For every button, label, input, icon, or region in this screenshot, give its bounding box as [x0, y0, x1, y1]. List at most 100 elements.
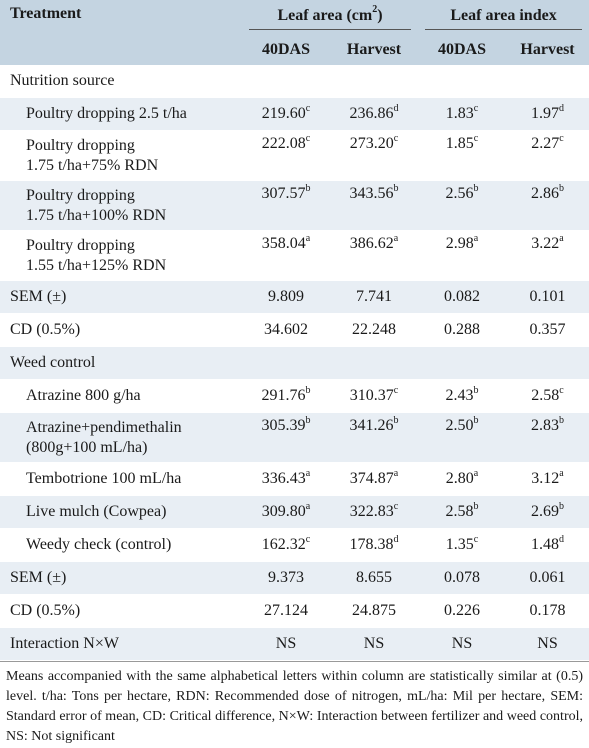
value-cell: 2.69b	[506, 495, 589, 529]
value-cell: 2.58c	[506, 379, 589, 413]
table-row: Poultry dropping 2.5 t/ha 219.60c 236.86d 1…	[0, 97, 589, 131]
lai-header: Leaf area index	[418, 0, 589, 35]
value-number: 2.80	[445, 470, 474, 487]
treatment-label: SEM (±)	[0, 280, 242, 314]
value-cell: 2.80a	[418, 462, 507, 496]
significance-letter: c	[393, 132, 399, 144]
significance-letter: b	[305, 182, 311, 194]
value-cell: 0.288	[418, 313, 507, 347]
value-cell: 219.60c	[242, 97, 330, 131]
table-row: Atrazine+pendimethalin (800g+100 mL/ha) 30…	[0, 412, 589, 463]
stat-row: SEM (±) 9.373 8.655 0.078 0.061	[0, 561, 589, 595]
value-cell: 0.226	[418, 594, 507, 628]
significance-letter: a	[473, 232, 479, 244]
significance-letter: d	[393, 533, 399, 545]
treatment-header: Treatment	[0, 0, 242, 35]
value-cell: 336.43a	[242, 462, 330, 496]
value-cell: 341.26b	[330, 412, 419, 463]
value-cell: 374.87a	[330, 462, 419, 496]
significance-letter: b	[305, 414, 311, 426]
significance-letter: b	[305, 384, 311, 396]
treatment-label: CD (0.5%)	[0, 313, 242, 347]
treatment-label-line: (800g+100 mL/ha)	[26, 438, 148, 456]
significance-letter: d	[393, 102, 399, 114]
value-cell: 2.56b	[418, 180, 507, 231]
value-cell: 2.27c	[506, 130, 589, 181]
subheader-lai-40das: 40DAS	[418, 35, 507, 65]
treatment-label-line: 1.75 t/ha+100% RDN	[26, 206, 167, 224]
leaf-area-header-close: )	[377, 6, 383, 24]
value-cell: 2.83b	[506, 412, 589, 463]
value-cell: 1.48d	[506, 528, 589, 562]
table-row: Poultry dropping 1.55 t/ha+125% RDN 358.04…	[0, 230, 589, 281]
table-row: Poultry dropping 1.75 t/ha+75% RDN 222.08c…	[0, 130, 589, 181]
value-cell: 22.248	[330, 313, 419, 347]
value-cell: 1.35c	[418, 528, 507, 562]
stat-row: CD (0.5%) 27.124 24.875 0.226 0.178	[0, 594, 589, 628]
treatment-label: Atrazine+pendimethalin (800g+100 mL/ha)	[0, 412, 242, 463]
significance-letter: c	[473, 132, 479, 144]
value-cell: 0.082	[418, 280, 507, 314]
section-header-row: Weed control	[0, 346, 589, 380]
treatment-label: Atrazine 800 g/ha	[0, 379, 242, 413]
value-number: 2.50	[445, 417, 474, 434]
value-number: 236.86	[349, 105, 394, 122]
value-cell: 358.04a	[242, 230, 330, 281]
value-number: 3.12	[531, 470, 560, 487]
value-cell: 236.86d	[330, 97, 419, 131]
treatment-label: Interaction N×W	[0, 627, 242, 661]
value-cell: 34.602	[242, 313, 330, 347]
significance-letter: b	[473, 384, 479, 396]
value-number: 1.83	[445, 105, 474, 122]
value-number: 336.43	[261, 470, 306, 487]
value-cell: 0.357	[506, 313, 589, 347]
value-number: 2.86	[531, 185, 560, 202]
treatment-label-line: Weedy check (control)	[26, 536, 172, 553]
significance-letter: a	[393, 467, 399, 479]
value-number: 386.62	[349, 235, 394, 252]
value-cell: 1.97d	[506, 97, 589, 131]
leaf-area-header: Leaf area (cm2)	[242, 0, 419, 35]
table-row: Tembotrione 100 mL/ha 336.43a 374.87a 2.80a…	[0, 462, 589, 496]
subheader-la-harvest: Harvest	[330, 35, 419, 65]
leaf-area-table: Treatment Leaf area (cm2) Leaf area inde…	[0, 0, 589, 661]
value-cell: 386.62a	[330, 230, 419, 281]
treatment-label: Live mulch (Cowpea)	[0, 495, 242, 529]
treatment-label-line: Poultry dropping	[26, 136, 135, 154]
value-cell: 0.061	[506, 561, 589, 595]
treatment-label: SEM (±)	[0, 561, 242, 595]
value-cell: 343.56b	[330, 180, 419, 231]
value-number: 2.58	[531, 387, 560, 404]
significance-letter: b	[473, 182, 479, 194]
table-row: Weedy check (control) 162.32c 178.38d 1.35c…	[0, 528, 589, 562]
significance-letter: b	[559, 500, 565, 512]
significance-letter: c	[305, 132, 311, 144]
treatment-subheader-empty	[0, 35, 242, 65]
value-number: 305.39	[261, 417, 306, 434]
value-cell: 27.124	[242, 594, 330, 628]
value-cell: 162.32c	[242, 528, 330, 562]
treatment-label-line: 1.75 t/ha+75% RDN	[26, 156, 159, 174]
value-cell: 2.43b	[418, 379, 507, 413]
value-number: 162.32	[261, 536, 306, 553]
table-body: Nutrition source Poultry dropping 2.5 t/h…	[0, 65, 589, 661]
significance-letter: b	[559, 414, 565, 426]
treatment-label-line: Tembotrione 100 mL/ha	[26, 470, 182, 487]
value-cell: 0.178	[506, 594, 589, 628]
value-cell: 305.39b	[242, 412, 330, 463]
value-cell: 273.20c	[330, 130, 419, 181]
treatment-label-line: Poultry dropping	[26, 186, 135, 204]
value-number: 3.22	[531, 235, 560, 252]
significance-letter: c	[473, 533, 479, 545]
significance-letter: a	[473, 467, 479, 479]
value-number: 2.56	[445, 185, 474, 202]
significance-letter: b	[393, 182, 399, 194]
value-number: 2.98	[445, 235, 474, 252]
value-number: 273.20	[349, 135, 394, 152]
stat-row: Interaction N×W NS NS NS NS	[0, 627, 589, 661]
significance-letter: a	[559, 232, 564, 244]
treatment-label-line: Atrazine 800 g/ha	[26, 387, 141, 404]
value-cell: 0.078	[418, 561, 507, 595]
value-cell: NS	[506, 627, 589, 661]
